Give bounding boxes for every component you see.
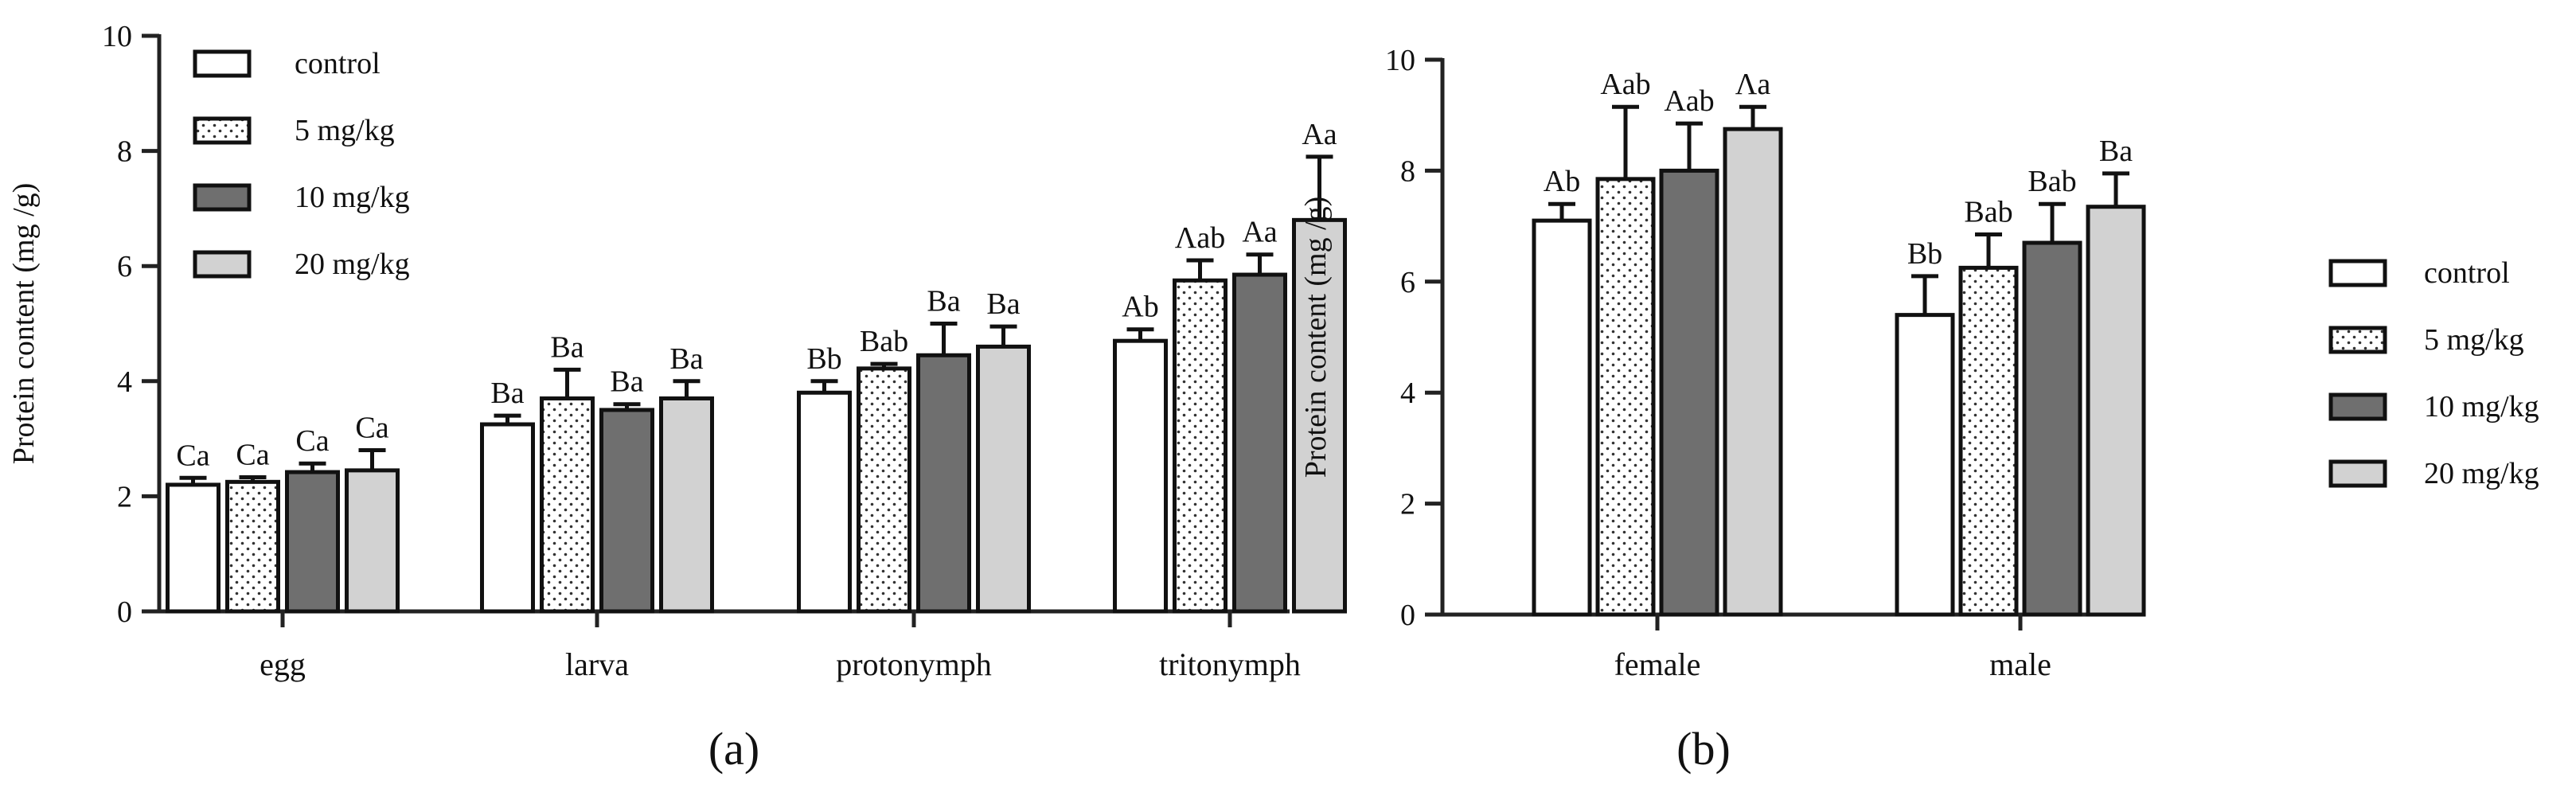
significance-label: Λab <box>1175 221 1225 255</box>
x-tick-label: tritonymph <box>1159 646 1301 682</box>
bar <box>285 470 340 614</box>
significance-label: Bab <box>860 325 908 358</box>
significance-label: Aab <box>1600 68 1650 101</box>
y-tick-label: 6 <box>1400 266 1415 299</box>
significance-label: Aa <box>1242 216 1277 249</box>
bar <box>1232 272 1287 614</box>
significance-label: Aa <box>1302 118 1337 151</box>
significance-label: Ba <box>490 377 524 410</box>
bar <box>166 482 221 614</box>
y-tick-label: 2 <box>1400 488 1415 521</box>
significance-label: Bb <box>806 342 841 376</box>
y-tick-label: 2 <box>117 480 132 513</box>
bar <box>1173 278 1228 614</box>
bar <box>480 422 535 614</box>
bar <box>2086 205 2146 617</box>
significance-label: Ba <box>927 285 960 318</box>
significance-label: Ba <box>986 287 1020 321</box>
bar <box>1895 313 1955 617</box>
legend-swatch <box>2328 326 2387 354</box>
x-tick-label: male <box>1989 646 2051 682</box>
bar <box>599 408 654 614</box>
chart-panel-b: 0 2 4 6 8 10 Protein content (mg /g) female male… <box>1299 44 2539 775</box>
y-tick-label: 10 <box>102 20 132 53</box>
legend-label: 20 mg/kg <box>2424 457 2539 490</box>
bar <box>916 353 971 614</box>
y-axis-title: Protein content (mg /g) <box>7 183 41 465</box>
legend: control 5 mg/kg 10 mg/kg 20 mg/kg <box>2328 256 2539 490</box>
significance-label: Ca <box>295 424 329 458</box>
chart-panel-a: 0 2 4 6 8 10 Protein content (mg /g) egg larva pr… <box>7 20 1347 775</box>
x-tick-label: female <box>1614 646 1701 682</box>
bar <box>2022 240 2082 617</box>
panel-label: (b) <box>1676 723 1731 775</box>
bar <box>1113 338 1168 614</box>
legend-swatch <box>193 49 252 78</box>
significance-label: Bab <box>2028 165 2076 198</box>
legend-label: 5 mg/kg <box>295 114 395 147</box>
significance-label: Ba <box>2099 135 2133 168</box>
bar <box>225 479 280 614</box>
legend-swatch <box>2328 459 2387 488</box>
y-tick-label: 0 <box>1400 599 1415 632</box>
significance-label: Ca <box>176 439 209 472</box>
legend-swatch <box>2328 392 2387 421</box>
legend-label: 20 mg/kg <box>295 248 410 281</box>
y-tick-label: 6 <box>117 250 132 283</box>
bar <box>976 344 1031 614</box>
significance-label: Aab <box>1664 84 1714 118</box>
significance-label: Ba <box>610 365 643 399</box>
y-tick-label: 8 <box>1400 154 1415 188</box>
x-tick-label: larva <box>565 646 629 682</box>
legend-label: control <box>2424 256 2510 290</box>
panel-label: (a) <box>708 723 759 775</box>
significance-label: Ba <box>550 330 584 364</box>
y-axis-title: Protein content (mg /g) <box>1299 197 1333 478</box>
bar <box>1292 217 1347 614</box>
y-tick-label: 4 <box>117 365 132 399</box>
significance-label: Λa <box>1735 68 1771 101</box>
bar <box>1723 127 1783 617</box>
legend-label: 10 mg/kg <box>295 181 410 214</box>
legend-swatch <box>193 116 252 145</box>
bar <box>1595 177 1656 617</box>
y-tick-label: 10 <box>1385 44 1415 77</box>
y-tick-label: 0 <box>117 595 132 629</box>
bar <box>1958 265 2019 617</box>
bar <box>540 396 595 614</box>
y-tick-label: 4 <box>1400 377 1415 410</box>
legend-label: control <box>295 47 381 80</box>
significance-label: Ab <box>1122 291 1158 324</box>
significance-label: Bab <box>1964 196 2012 229</box>
bar <box>797 390 852 614</box>
significance-label: Ca <box>355 412 388 445</box>
legend-label: 5 mg/kg <box>2424 323 2524 357</box>
bar <box>1659 168 1719 617</box>
legend-swatch <box>193 183 252 212</box>
x-tick-label: protonymph <box>836 646 992 682</box>
significance-label: Ab <box>1544 165 1580 198</box>
y-tick-label: 8 <box>117 135 132 169</box>
bar <box>1532 218 1592 617</box>
legend: control 5 mg/kg 10 mg/kg 20 mg/kg <box>193 47 410 281</box>
x-tick-label: egg <box>260 646 306 682</box>
legend-swatch <box>193 250 252 279</box>
bar <box>857 366 911 614</box>
legend-label: 10 mg/kg <box>2424 390 2539 424</box>
bar <box>659 396 714 614</box>
bar <box>345 468 400 614</box>
significance-label: Ca <box>236 439 269 472</box>
significance-label: Bb <box>1907 237 1942 271</box>
significance-label: Ba <box>669 342 703 376</box>
legend-swatch <box>2328 259 2387 287</box>
